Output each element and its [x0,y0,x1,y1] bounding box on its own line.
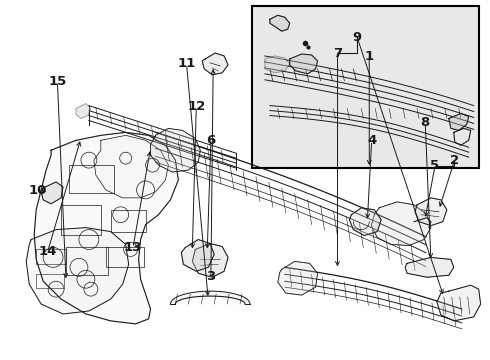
Text: 8: 8 [420,116,430,129]
Text: 7: 7 [333,47,342,60]
Bar [66,247,108,275]
Text: 13: 13 [124,241,142,255]
Bar [106,247,144,267]
Text: 1: 1 [365,50,374,63]
Polygon shape [150,129,200,172]
Polygon shape [41,182,63,204]
Polygon shape [192,243,228,277]
Text: 9: 9 [352,31,362,44]
Polygon shape [371,202,431,246]
Polygon shape [437,285,481,321]
Polygon shape [290,54,318,74]
Polygon shape [26,228,129,314]
Polygon shape [181,239,214,271]
Text: 5: 5 [430,159,440,172]
Text: 3: 3 [206,270,216,283]
Bar [61,205,101,235]
Text: 12: 12 [187,100,205,113]
Polygon shape [76,104,91,118]
Polygon shape [449,113,469,130]
Text: 2: 2 [450,154,459,167]
Text: 14: 14 [39,245,57,258]
Text: 4: 4 [367,134,376,147]
Polygon shape [265,56,290,73]
Polygon shape [415,198,447,226]
Polygon shape [278,261,318,295]
Polygon shape [202,53,228,75]
Polygon shape [94,135,169,198]
Polygon shape [270,15,290,31]
Text: 15: 15 [49,75,67,88]
Polygon shape [349,208,381,235]
Bar [111,210,146,231]
Bar [252,6,479,168]
Text: 6: 6 [206,134,216,147]
Bar [69,165,114,193]
Polygon shape [405,257,454,277]
Bar [36,249,66,264]
Polygon shape [171,291,250,304]
Text: 10: 10 [29,184,47,197]
Text: 11: 11 [177,57,196,71]
Bar [36,274,64,288]
Polygon shape [34,132,178,324]
